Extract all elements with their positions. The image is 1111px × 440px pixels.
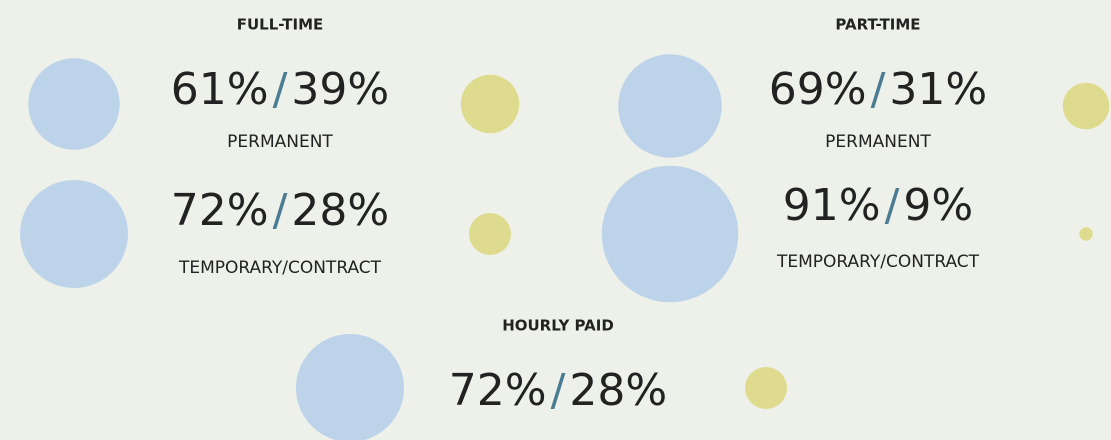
separator: / xyxy=(273,185,288,236)
percent: 69% xyxy=(769,64,867,115)
row-label: TEMPORARY/CONTRACT xyxy=(178,258,382,278)
separator: / xyxy=(273,64,288,115)
row-label: PERMANENT xyxy=(227,132,333,152)
percent: 39% xyxy=(291,64,389,115)
row-label: TEMPORARY/CONTRACT xyxy=(776,252,980,272)
share-circle xyxy=(1079,227,1093,241)
share-circle xyxy=(1062,82,1110,130)
row-label: PERMANENT xyxy=(825,132,931,152)
separator: / xyxy=(871,64,886,115)
percent: 31% xyxy=(889,64,987,115)
percent: 91% xyxy=(783,180,881,231)
percent: 28% xyxy=(569,365,667,416)
group-title: FULL-TIME xyxy=(237,16,324,34)
percent-pair: 61%/39% xyxy=(171,64,389,115)
percent: 72% xyxy=(171,185,269,236)
share-circle xyxy=(296,334,404,440)
share-circle xyxy=(618,54,722,158)
separator: / xyxy=(885,180,900,231)
percent-pair: 69%/31% xyxy=(769,64,987,115)
percent: 9% xyxy=(903,180,973,231)
percent: 28% xyxy=(291,185,389,236)
share-circle xyxy=(28,58,120,150)
share-circle xyxy=(745,367,787,409)
share-circle xyxy=(460,74,520,134)
share-circle xyxy=(469,213,511,255)
percent-pair: 91%/9% xyxy=(783,180,973,231)
percent-pair: 72%/28% xyxy=(449,365,667,416)
percent: 61% xyxy=(171,64,269,115)
group-title: PART-TIME xyxy=(835,16,920,34)
group-title: HOURLY PAID xyxy=(502,317,614,335)
separator: / xyxy=(551,365,566,416)
percent: 72% xyxy=(449,365,547,416)
share-circle xyxy=(601,165,739,303)
percent-pair: 72%/28% xyxy=(171,185,389,236)
share-circle xyxy=(20,180,128,288)
